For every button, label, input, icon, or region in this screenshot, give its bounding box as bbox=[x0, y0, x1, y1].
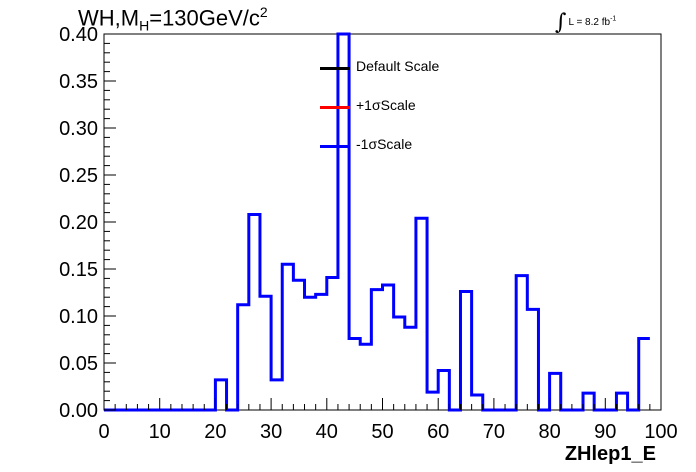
legend-line-default bbox=[320, 67, 350, 70]
chart-title: WH,MH=130GeV/c2 bbox=[78, 4, 268, 34]
y-tick-label: 0.20 bbox=[59, 212, 98, 234]
legend-line-plus1sigma bbox=[320, 106, 350, 109]
title-prefix: WH,M bbox=[78, 5, 140, 31]
title-subscript: H bbox=[139, 17, 150, 34]
legend-label-plus1sigma: +1σScale bbox=[356, 97, 416, 113]
x-tick-label: 50 bbox=[371, 421, 393, 443]
title-value: =130GeV/c bbox=[149, 5, 260, 31]
x-tick-label: 70 bbox=[483, 421, 505, 443]
x-tick-label: 20 bbox=[204, 421, 226, 443]
legend-entry-plus1sigma: +1σScale bbox=[320, 97, 480, 136]
x-tick-label: 100 bbox=[644, 421, 677, 443]
legend-line-minus1sigma bbox=[320, 145, 350, 148]
y-tick-label: 0.40 bbox=[59, 24, 98, 46]
x-tick-label: 0 bbox=[98, 421, 109, 443]
y-tick-label: 0.35 bbox=[59, 71, 98, 93]
legend-label-minus1sigma: -1σScale bbox=[356, 136, 413, 152]
y-tick-label: 0.00 bbox=[59, 400, 98, 422]
legend: Default Scale +1σScale -1σScale bbox=[320, 58, 480, 175]
luminosity-superscript: -1 bbox=[610, 15, 617, 23]
luminosity-text: L = 8.2 fb bbox=[568, 17, 611, 28]
y-tick-label: 0.30 bbox=[59, 118, 98, 140]
y-tick-label: 0.15 bbox=[59, 259, 98, 281]
x-tick-label: 30 bbox=[260, 421, 282, 443]
y-tick-label: 0.25 bbox=[59, 165, 98, 187]
y-tick-label: 0.10 bbox=[59, 306, 98, 328]
x-tick-label: 40 bbox=[316, 421, 338, 443]
x-tick-label: 60 bbox=[427, 421, 449, 443]
y-tick-label: 0.05 bbox=[59, 353, 98, 375]
x-tick-label: 10 bbox=[149, 421, 171, 443]
x-axis-title: ZHlep1_E bbox=[564, 443, 656, 465]
legend-entry-default: Default Scale bbox=[320, 58, 480, 97]
legend-label-default: Default Scale bbox=[356, 58, 440, 74]
legend-entry-minus1sigma: -1σScale bbox=[320, 136, 480, 175]
x-tick-label: 90 bbox=[594, 421, 616, 443]
x-tick-label: 80 bbox=[538, 421, 560, 443]
title-superscript: 2 bbox=[259, 4, 268, 20]
integral-icon: ∫ bbox=[555, 10, 567, 35]
luminosity-label: ∫ L = 8.2 fb-1 bbox=[555, 6, 617, 35]
